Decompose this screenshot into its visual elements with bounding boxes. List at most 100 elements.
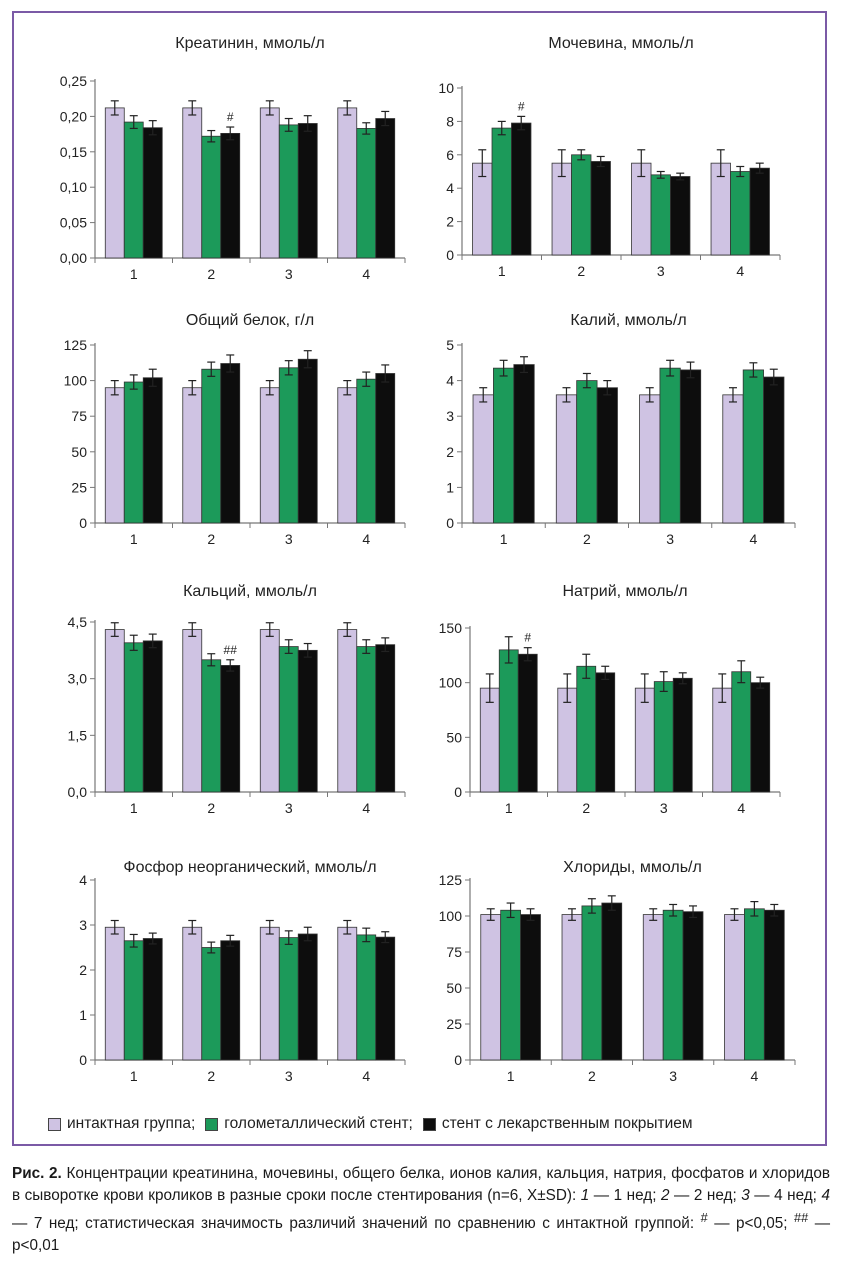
caption-text-n4: — 7 нед; статистическая значимость разли… (12, 1215, 701, 1233)
bar (356, 378, 377, 524)
x-tick-label: 3 (285, 800, 293, 816)
chart-title: Хлориды, ммоль/л (563, 859, 702, 876)
bar (498, 649, 519, 793)
x-tick-label: 4 (362, 266, 370, 282)
bar (724, 914, 745, 1061)
bar (561, 914, 583, 1061)
y-tick-label: 100 (439, 908, 463, 924)
y-tick-label: 0 (446, 515, 454, 531)
bar (220, 363, 241, 524)
caption-text-n3: — 4 нед; (749, 1187, 822, 1204)
bar (337, 926, 358, 1061)
chart-panel-4: Калий, ммоль/л 0 1 2 3 4 5 1 2 3 4 (446, 312, 796, 547)
y-tick-label: 0,10 (60, 179, 87, 195)
x-tick-label: 3 (285, 531, 293, 547)
bar (500, 909, 521, 1061)
bar (356, 934, 377, 1061)
x-tick-label: 3 (657, 263, 665, 279)
y-tick-label: 1 (79, 1007, 87, 1023)
bar (123, 642, 144, 793)
bar (337, 629, 358, 793)
bar (513, 364, 535, 524)
bar (220, 665, 241, 793)
bar (104, 926, 125, 1061)
bar (491, 127, 512, 256)
bar (375, 644, 396, 793)
x-tick-label: 4 (750, 1068, 758, 1084)
x-tick-label: 1 (130, 1068, 138, 1084)
bar (493, 367, 515, 524)
bar (634, 687, 655, 793)
caption-sig2-mark: ## (794, 1210, 809, 1225)
bar (576, 380, 598, 524)
bar (763, 909, 785, 1061)
chart-title: Креатинин, ммоль/л (175, 35, 324, 52)
x-tick-label: 4 (736, 263, 744, 279)
bar (182, 107, 203, 259)
legend-swatch-intact (48, 1117, 61, 1131)
y-tick-label: 10 (438, 80, 454, 96)
x-tick-label: 1 (507, 1068, 515, 1084)
significance-mark: # (227, 110, 234, 124)
bar (712, 687, 733, 793)
y-tick-label: 0 (79, 515, 87, 531)
y-tick-label: 0 (454, 784, 462, 800)
x-tick-label: 1 (130, 531, 138, 547)
caption-num-4: 4 (821, 1187, 830, 1204)
bar (142, 377, 163, 524)
caption-text-n2: — 2 нед; (669, 1187, 742, 1204)
x-tick-label: 2 (207, 1068, 215, 1084)
y-tick-label: 0 (454, 1052, 462, 1068)
bar (480, 914, 502, 1061)
y-tick-label: 150 (439, 620, 463, 636)
y-tick-label: 100 (439, 675, 463, 691)
bar (259, 629, 280, 793)
bar (650, 174, 671, 256)
y-tick-label: 6 (446, 147, 454, 163)
caption-text-1: Концентрации креатинина, мочевины, общег… (12, 1165, 830, 1204)
bar (142, 127, 163, 259)
chart-title: Фосфор неорганический, ммоль/л (123, 859, 376, 876)
bar (297, 358, 318, 524)
x-tick-label: 1 (500, 531, 508, 547)
bar (259, 926, 280, 1061)
legend-item-drug-coated: стент с лекарственным покрытием (422, 1115, 693, 1133)
legend-swatch-drug-coated (422, 1117, 436, 1131)
bar (595, 672, 616, 793)
significance-mark: ## (224, 643, 238, 657)
significance-mark: # (518, 99, 525, 113)
legend-item-intact: интактная группа; (48, 1115, 195, 1133)
legend-label-drug-coated: стент с лекарственным покрытием (441, 1115, 693, 1132)
significance-mark: # (524, 631, 531, 645)
x-tick-label: 2 (588, 1068, 596, 1084)
y-tick-label: 4,5 (68, 614, 88, 630)
bar (337, 107, 358, 259)
x-tick-label: 3 (285, 1068, 293, 1084)
x-tick-label: 3 (285, 266, 293, 282)
bar (375, 373, 396, 524)
y-tick-label: 25 (446, 1016, 462, 1032)
bar (670, 176, 691, 256)
bar (749, 167, 770, 256)
bar (182, 926, 203, 1061)
bar (201, 659, 222, 793)
legend-swatch-bare-metal (205, 1117, 219, 1131)
chart-panel-1: Креатинин, ммоль/л 0,00 0,05 0,10 0,15 0,20 0,… (60, 35, 406, 282)
y-tick-label: 0,00 (60, 250, 87, 266)
bar (517, 653, 538, 793)
bar (662, 909, 684, 1061)
y-tick-label: 4 (446, 373, 454, 389)
y-tick-label: 25 (71, 479, 87, 495)
bar (278, 124, 299, 259)
bar (581, 905, 603, 1061)
y-tick-label: 0 (79, 1052, 87, 1068)
bar (479, 687, 500, 793)
bar (123, 940, 144, 1061)
bar (278, 937, 299, 1061)
chart-panel-8: Хлориды, ммоль/л 0 25 50 75 100 125 1 2 3 4 (439, 859, 796, 1084)
x-tick-label: 4 (362, 531, 370, 547)
bar (576, 665, 597, 793)
bar (104, 107, 125, 259)
y-tick-label: 2 (79, 962, 87, 978)
